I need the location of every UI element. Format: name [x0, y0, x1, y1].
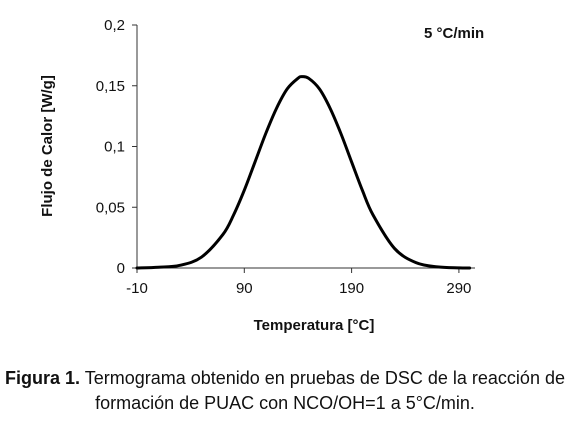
y-tick-label: 0,2	[104, 17, 125, 34]
x-tick-label: 190	[339, 280, 364, 297]
x-axis-title: Temperatura [°C]	[254, 317, 375, 334]
axes	[136, 25, 475, 269]
y-tick-label: 0	[117, 260, 125, 277]
y-tick-label: 0,05	[96, 199, 125, 216]
y-axis-title: Flujo de Calor [W/g]	[39, 75, 56, 217]
y-tick-label: 0,15	[96, 78, 125, 95]
x-ticks: -10 90 190 290	[126, 268, 471, 297]
x-tick-label: 90	[236, 280, 253, 297]
y-ticks: 0 0,05 0,1 0,15 0,2	[96, 17, 137, 277]
caption-text: Termograma obtenido en pruebas de DSC de…	[80, 368, 565, 413]
figure-caption: Figura 1. Termograma obtenido en pruebas…	[0, 366, 570, 416]
x-tick-label: 290	[446, 280, 471, 297]
series-line	[135, 75, 472, 270]
dsc-chart: 0 0,05 0,1 0,15 0,2 -10 90 190 290 5 °C/min Tem…	[39, 17, 484, 334]
x-tick-label: -10	[126, 280, 148, 297]
caption-label: Figura 1.	[5, 368, 81, 388]
rate-annotation: 5 °C/min	[424, 25, 484, 42]
y-tick-label: 0,1	[104, 139, 125, 156]
